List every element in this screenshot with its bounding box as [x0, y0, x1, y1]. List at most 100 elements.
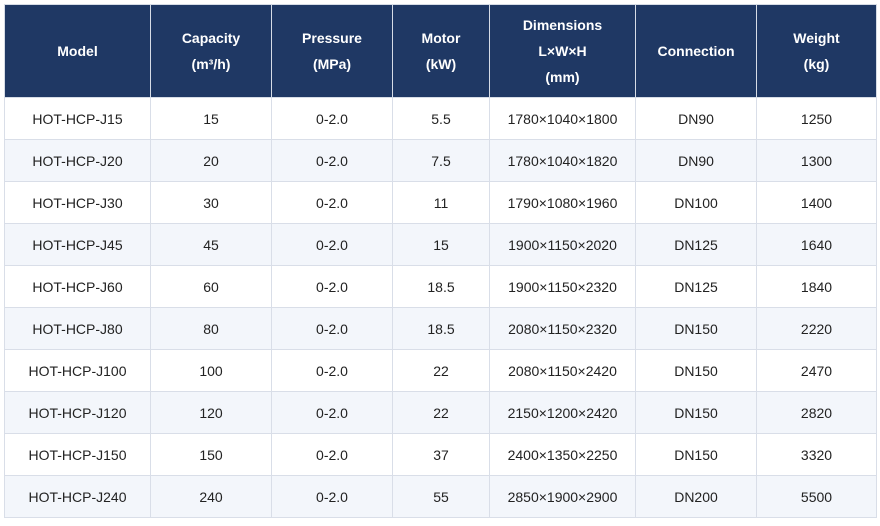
cell-motor: 22	[392, 349, 490, 392]
cell-pressure: 0-2.0	[271, 475, 393, 518]
column-header-line: Connection	[657, 43, 735, 59]
spec-table-container: Model Capacity (m³/h) Pressure (MPa) Motor (kW…	[4, 4, 877, 518]
cell-weight: 1400	[756, 181, 877, 224]
cell-capacity: 60	[150, 265, 272, 308]
cell-motor: 37	[392, 433, 490, 476]
column-header-line: (kW)	[425, 56, 457, 72]
cell-model: HOT-HCP-J60	[4, 265, 151, 308]
column-header-motor: Motor (kW)	[392, 4, 490, 98]
cell-motor: 22	[392, 391, 490, 434]
column-header-line: Model	[57, 43, 98, 59]
cell-pressure: 0-2.0	[271, 139, 393, 182]
column-header-line: (MPa)	[312, 56, 352, 72]
cell-capacity: 100	[150, 349, 272, 392]
table-row: HOT-HCP-J120 120 0-2.0 22 2150×1200×2420 DN15…	[4, 391, 877, 434]
table-row: HOT-HCP-J15 15 0-2.0 5.5 1780×1040×1800 DN90 1…	[4, 97, 877, 140]
cell-pressure: 0-2.0	[271, 391, 393, 434]
column-header-line: (mm)	[545, 69, 580, 85]
table-body: HOT-HCP-J15 15 0-2.0 5.5 1780×1040×1800 DN90 1…	[4, 97, 877, 518]
cell-motor: 18.5	[392, 265, 490, 308]
cell-model: HOT-HCP-J150	[4, 433, 151, 476]
cell-pressure: 0-2.0	[271, 433, 393, 476]
cell-model: HOT-HCP-J20	[4, 139, 151, 182]
column-header-line: Dimensions	[522, 17, 603, 33]
cell-weight: 2220	[756, 307, 877, 350]
cell-motor: 7.5	[392, 139, 490, 182]
cell-dimensions: 1900×1150×2320	[489, 265, 636, 308]
cell-motor: 15	[392, 223, 490, 266]
column-header-pressure: Pressure (MPa)	[271, 4, 393, 98]
table-row: HOT-HCP-J80 80 0-2.0 18.5 2080×1150×2320 DN15…	[4, 307, 877, 350]
cell-pressure: 0-2.0	[271, 181, 393, 224]
column-header-model: Model	[4, 4, 151, 98]
cell-connection: DN125	[635, 265, 757, 308]
cell-capacity: 120	[150, 391, 272, 434]
spec-table: Model Capacity (m³/h) Pressure (MPa) Motor (kW…	[4, 4, 877, 518]
cell-connection: DN125	[635, 223, 757, 266]
cell-connection: DN90	[635, 139, 757, 182]
cell-pressure: 0-2.0	[271, 97, 393, 140]
header-row: Model Capacity (m³/h) Pressure (MPa) Motor (kW…	[4, 4, 877, 98]
table-header: Model Capacity (m³/h) Pressure (MPa) Motor (kW…	[4, 4, 877, 98]
cell-connection: DN90	[635, 97, 757, 140]
cell-dimensions: 2850×1900×2900	[489, 475, 636, 518]
table-row: HOT-HCP-J60 60 0-2.0 18.5 1900×1150×2320 DN12…	[4, 265, 877, 308]
column-header-line: Motor	[421, 30, 461, 46]
cell-dimensions: 1780×1040×1820	[489, 139, 636, 182]
column-header-line: L×W×H	[538, 43, 587, 59]
cell-capacity: 15	[150, 97, 272, 140]
table-row: HOT-HCP-J150 150 0-2.0 37 2400×1350×2250 DN15…	[4, 433, 877, 476]
cell-model: HOT-HCP-J45	[4, 223, 151, 266]
cell-pressure: 0-2.0	[271, 265, 393, 308]
cell-motor: 18.5	[392, 307, 490, 350]
cell-model: HOT-HCP-J240	[4, 475, 151, 518]
cell-connection: DN150	[635, 349, 757, 392]
cell-connection: DN150	[635, 307, 757, 350]
table-row: HOT-HCP-J20 20 0-2.0 7.5 1780×1040×1820 DN90 1…	[4, 139, 877, 182]
cell-dimensions: 2150×1200×2420	[489, 391, 636, 434]
cell-connection: DN100	[635, 181, 757, 224]
cell-weight: 2470	[756, 349, 877, 392]
cell-capacity: 150	[150, 433, 272, 476]
cell-dimensions: 1900×1150×2020	[489, 223, 636, 266]
cell-connection: DN150	[635, 391, 757, 434]
cell-weight: 1300	[756, 139, 877, 182]
column-header-line: (kg)	[803, 56, 830, 72]
cell-model: HOT-HCP-J100	[4, 349, 151, 392]
table-row: HOT-HCP-J45 45 0-2.0 15 1900×1150×2020 DN125 1…	[4, 223, 877, 266]
cell-capacity: 30	[150, 181, 272, 224]
cell-model: HOT-HCP-J120	[4, 391, 151, 434]
cell-pressure: 0-2.0	[271, 307, 393, 350]
cell-dimensions: 2080×1150×2420	[489, 349, 636, 392]
column-header-connection: Connection	[635, 4, 757, 98]
cell-weight: 1640	[756, 223, 877, 266]
column-header-capacity: Capacity (m³/h)	[150, 4, 272, 98]
cell-capacity: 20	[150, 139, 272, 182]
cell-dimensions: 2400×1350×2250	[489, 433, 636, 476]
table-row: HOT-HCP-J30 30 0-2.0 11 1790×1080×1960 DN100 1…	[4, 181, 877, 224]
cell-dimensions: 1780×1040×1800	[489, 97, 636, 140]
cell-motor: 55	[392, 475, 490, 518]
cell-connection: DN200	[635, 475, 757, 518]
column-header-weight: Weight (kg)	[756, 4, 877, 98]
cell-motor: 5.5	[392, 97, 490, 140]
table-row: HOT-HCP-J100 100 0-2.0 22 2080×1150×2420 DN15…	[4, 349, 877, 392]
cell-model: HOT-HCP-J80	[4, 307, 151, 350]
column-header-line: (m³/h)	[191, 56, 231, 72]
column-header-line: Pressure	[302, 30, 362, 46]
column-header-dimensions: Dimensions L×W×H (mm)	[489, 4, 636, 98]
cell-weight: 3320	[756, 433, 877, 476]
column-header-line: Capacity	[181, 30, 241, 46]
cell-capacity: 80	[150, 307, 272, 350]
cell-dimensions: 1790×1080×1960	[489, 181, 636, 224]
cell-model: HOT-HCP-J30	[4, 181, 151, 224]
cell-connection: DN150	[635, 433, 757, 476]
cell-capacity: 45	[150, 223, 272, 266]
cell-capacity: 240	[150, 475, 272, 518]
cell-model: HOT-HCP-J15	[4, 97, 151, 140]
cell-weight: 1840	[756, 265, 877, 308]
table-row: HOT-HCP-J240 240 0-2.0 55 2850×1900×2900 DN20…	[4, 475, 877, 518]
cell-pressure: 0-2.0	[271, 349, 393, 392]
column-header-line: Weight	[793, 30, 840, 46]
cell-weight: 5500	[756, 475, 877, 518]
